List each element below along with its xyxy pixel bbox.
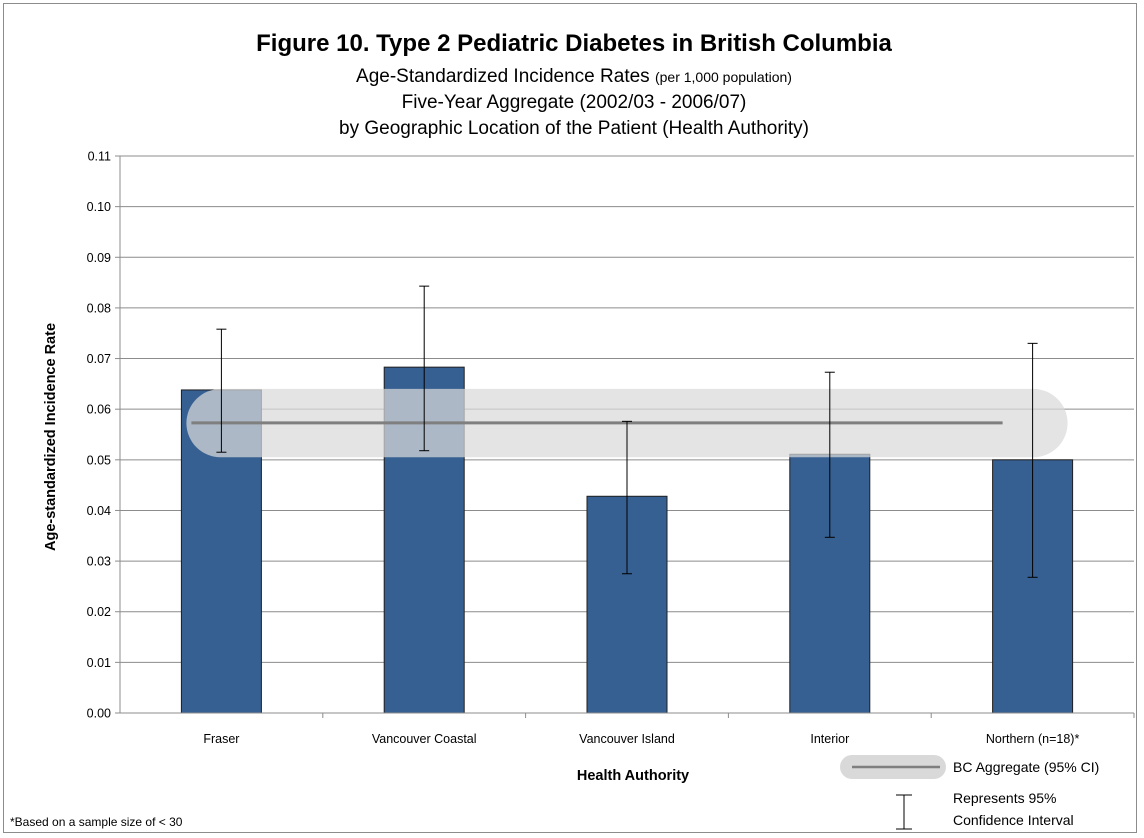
error-bar xyxy=(216,328,227,453)
x-category-label: Fraser xyxy=(203,732,239,746)
legend-ci-label-2: Confidence Interval xyxy=(953,812,1074,828)
x-axis-title: Health Authority xyxy=(577,768,689,784)
x-category-label: Northern (n=18)* xyxy=(986,732,1080,746)
error-bar xyxy=(824,371,835,538)
axes xyxy=(115,155,1135,718)
x-category-labels: Fraser Vancouver Coastal Vancouver Island I… xyxy=(203,732,1079,746)
footnote: *Based on a sample size of < 30 xyxy=(10,815,183,829)
legend-aggregate-label: BC Aggregate (95% CI) xyxy=(953,759,1099,775)
x-category-label: Vancouver Island xyxy=(579,732,675,746)
y-axis-title: Age-standardized Incidence Rate xyxy=(43,323,59,551)
chart-subtitle-3: by Geographic Location of the Patient (H… xyxy=(339,118,809,139)
y-tick-label: 0.10 xyxy=(87,200,111,214)
error-bar xyxy=(1027,342,1038,578)
chart-subtitle-1: Age-Standardized Incidence Rates (per 1,… xyxy=(356,66,792,87)
legend: BC Aggregate (95% CI) Represents 95% Con… xyxy=(840,755,1099,830)
y-tick-label: 0.01 xyxy=(87,656,111,670)
y-tick-label: 0.00 xyxy=(87,707,111,721)
y-tick-label: 0.07 xyxy=(87,352,111,366)
y-tick-label: 0.04 xyxy=(87,504,111,518)
error-bars xyxy=(216,285,1038,578)
x-category-label: Vancouver Coastal xyxy=(372,732,477,746)
chart-subtitle-2: Five-Year Aggregate (2002/03 - 2006/07) xyxy=(402,92,747,113)
y-tick-label: 0.02 xyxy=(87,605,111,619)
y-tick-label: 0.06 xyxy=(87,403,111,417)
y-tick-label: 0.03 xyxy=(87,555,111,569)
error-bar xyxy=(419,285,430,452)
error-bar xyxy=(622,420,632,575)
y-tick-label: 0.08 xyxy=(87,301,111,315)
subtitle-note: (per 1,000 population) xyxy=(655,69,792,85)
subtitle-main: Age-Standardized Incidence Rates xyxy=(356,66,650,87)
x-category-label: Interior xyxy=(810,732,849,746)
y-tick-label: 0.09 xyxy=(87,251,111,265)
legend-ci-icon xyxy=(896,794,912,830)
y-tick-label: 0.05 xyxy=(87,453,111,467)
y-tick-label: 0.11 xyxy=(88,150,111,164)
y-tick-labels: 0.00 0.01 0.02 0.03 0.04 0.05 0.06 0.07 0.08 0.09… xyxy=(87,150,111,721)
legend-ci-label-1: Represents 95% xyxy=(953,790,1057,806)
chart-title: Figure 10. Type 2 Pediatric Diabetes in … xyxy=(256,30,892,57)
